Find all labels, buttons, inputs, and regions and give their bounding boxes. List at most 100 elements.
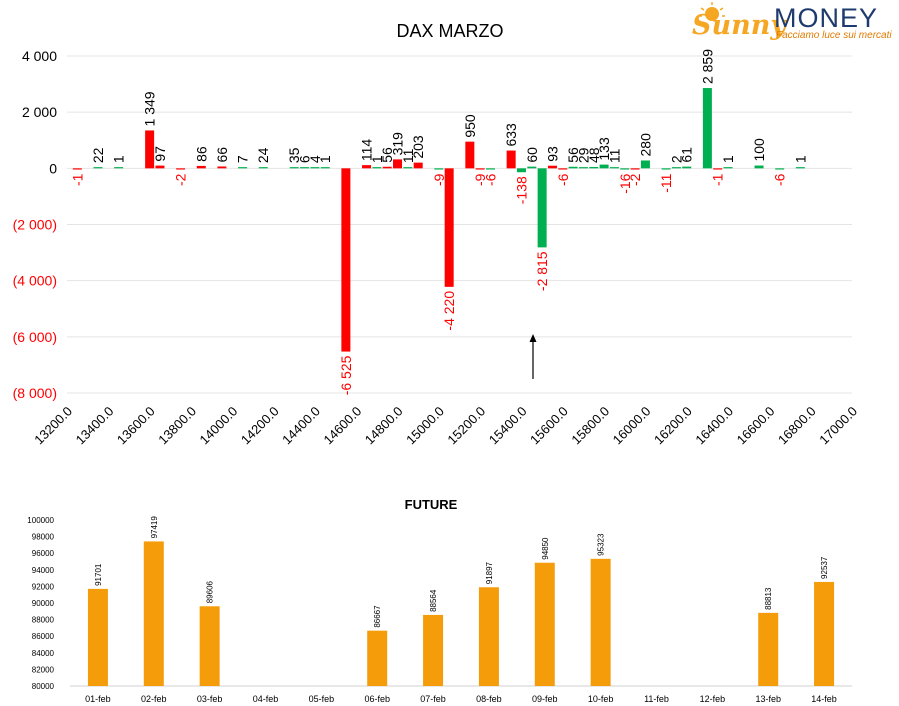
- data-label: 35: [286, 147, 302, 163]
- data-label: 280: [637, 133, 653, 157]
- bar: [465, 141, 475, 169]
- bar: [527, 166, 537, 169]
- bar: [758, 612, 779, 686]
- x-tick-label: 13600.0: [114, 404, 158, 448]
- bar: [145, 130, 155, 169]
- top-bars: [72, 88, 805, 352]
- x-tick-label: 15200.0: [444, 404, 488, 448]
- bottom-data-labels: 91701 97419 89606 86667 88564 91897 94850 95323…: [94, 516, 829, 628]
- bar: [506, 150, 516, 169]
- data-label: 6: [297, 155, 313, 163]
- data-label: 1: [111, 155, 127, 163]
- x-tick-label: 14200.0: [238, 404, 282, 448]
- x-tick-label: 01-feb: [85, 694, 111, 704]
- bar: [258, 167, 268, 169]
- data-label: 89606: [206, 580, 215, 603]
- bar: [413, 162, 423, 169]
- data-label: 94850: [541, 537, 550, 560]
- data-label: -2: [173, 173, 189, 186]
- dax-marzo-chart: DAX MARZO 4 000 2 000 0 (2 000) (4 000) (6 00…: [13, 21, 860, 447]
- bar: [537, 168, 547, 248]
- data-label: -2 815: [534, 251, 550, 291]
- bottom-bars: [70, 541, 852, 687]
- y-tick-label: 4 000: [22, 48, 57, 64]
- bar: [795, 167, 805, 169]
- data-label: 100: [751, 138, 767, 162]
- data-label: 1: [792, 155, 808, 163]
- data-label: -6: [482, 173, 498, 186]
- bar: [661, 168, 671, 170]
- data-label: 114: [359, 139, 375, 162]
- data-label: -1: [69, 173, 85, 186]
- top-x-axis-ticks: 13200.013400.013600.013800.014000.014200…: [31, 404, 860, 448]
- x-tick-label: 14800.0: [362, 404, 406, 448]
- x-tick-label: 14600.0: [320, 404, 364, 448]
- bar: [72, 168, 82, 170]
- y-tick-label: 84000: [32, 649, 55, 658]
- data-label: 22: [90, 147, 106, 163]
- bar: [547, 165, 557, 169]
- data-label: 1: [369, 155, 385, 163]
- bar: [702, 88, 712, 169]
- bar: [671, 167, 681, 169]
- data-label: 4: [307, 155, 323, 163]
- data-label: 92537: [820, 556, 829, 579]
- data-label: -6: [555, 173, 571, 186]
- bar: [478, 587, 499, 686]
- data-label: 950: [462, 114, 478, 138]
- x-tick-label: 13400.0: [73, 404, 117, 448]
- data-label: -6 525: [338, 355, 354, 395]
- bar: [630, 168, 640, 170]
- x-tick-label: 10-feb: [588, 694, 614, 704]
- sun-icon: [699, 2, 725, 21]
- bar: [434, 168, 444, 170]
- data-label: 24: [255, 147, 271, 163]
- y-tick-label: 86000: [32, 632, 55, 641]
- x-tick-label: 15400.0: [486, 404, 530, 448]
- bar: [300, 167, 310, 169]
- data-label: 56: [565, 147, 581, 163]
- bar: [114, 167, 124, 169]
- bar: [93, 167, 103, 169]
- bar: [723, 167, 733, 169]
- bar: [713, 168, 723, 170]
- bar: [754, 165, 764, 169]
- x-tick-label: 14000.0: [197, 404, 241, 448]
- data-label: 88813: [764, 587, 773, 610]
- y-tick-label: (8 000): [13, 385, 57, 401]
- data-label: 2 859: [699, 49, 715, 84]
- chart-title: DAX MARZO: [396, 21, 503, 41]
- data-label: 48: [586, 147, 602, 163]
- y-tick-label: 94000: [32, 566, 55, 575]
- bar: [568, 166, 578, 169]
- data-label: 86667: [373, 605, 382, 628]
- data-label: 2: [668, 155, 684, 163]
- x-tick-label: 06-feb: [364, 694, 390, 704]
- data-label: -2: [627, 173, 643, 186]
- y-tick-label: 88000: [32, 616, 55, 625]
- data-label: 11: [400, 148, 416, 163]
- y-tick-label: (4 000): [13, 273, 57, 289]
- data-label: 7: [235, 155, 251, 163]
- data-label: -1: [710, 173, 726, 186]
- y-tick-label: 82000: [32, 665, 55, 674]
- data-label: 61: [679, 147, 695, 163]
- bar: [609, 167, 619, 169]
- y-tick-label: (6 000): [13, 329, 57, 345]
- logo-brand-script: Sunny: [692, 10, 788, 41]
- bar: [475, 168, 485, 170]
- bar: [558, 168, 568, 170]
- y-tick-label: 2 000: [22, 104, 57, 120]
- x-tick-label: 08-feb: [476, 694, 502, 704]
- x-tick-label: 11-feb: [644, 694, 669, 704]
- x-tick-label: 17000.0: [816, 404, 860, 448]
- sunny-money-logo: Sunny MONEY Facciamo luce sui mercati: [692, 2, 892, 41]
- data-label: 91897: [485, 561, 494, 584]
- bottom-y-axis-ticks: 100000 98000 96000 94000 92000 90000 88000 8600…: [27, 516, 54, 691]
- bar: [217, 166, 227, 169]
- x-tick-label: 15000.0: [403, 404, 447, 448]
- x-tick-label: 13800.0: [155, 404, 199, 448]
- chart-title: FUTURE: [405, 497, 458, 512]
